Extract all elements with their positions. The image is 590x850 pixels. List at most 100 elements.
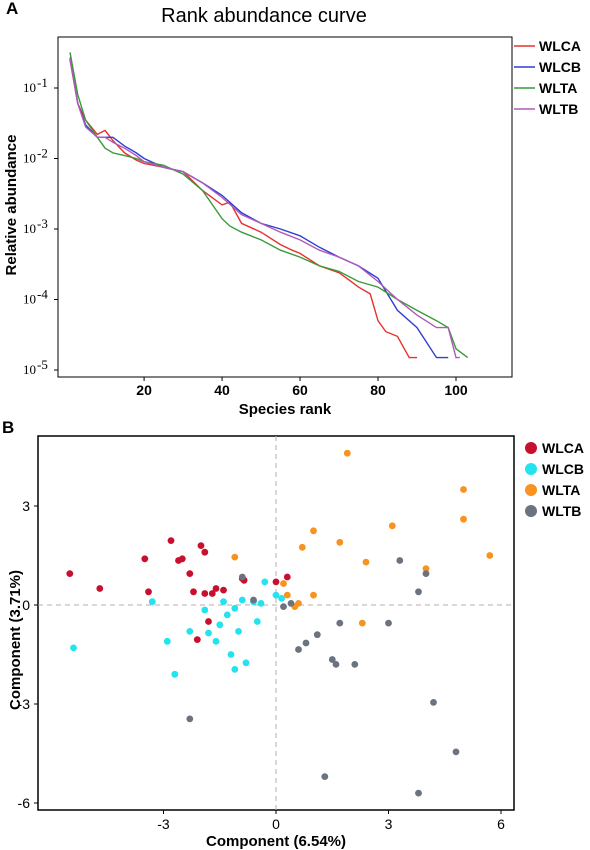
- point-wlcb: [257, 600, 265, 607]
- panel-b: B 3 0 -3 -6 -3 0 3 6 Component (6.54%) Compone…: [2, 418, 584, 850]
- legend-b: WLCA WLCB WLTA WLTB: [525, 440, 584, 519]
- point-wlta: [486, 552, 494, 559]
- legend-a: WLCA WLCB WLTA WLTB: [514, 38, 581, 117]
- y-tick-label: 10: [23, 292, 36, 307]
- x-tick-label: 40: [214, 382, 230, 398]
- point-wlcb: [186, 628, 194, 635]
- legend-label-wlta: WLTA: [542, 482, 580, 498]
- series-line-wlca: [69, 59, 417, 359]
- point-wlta: [336, 538, 344, 546]
- point-wlcb: [235, 628, 242, 635]
- y-tick-label: 10: [23, 221, 36, 236]
- panel-a: A Rank abundance curve 10 -110 -210 -310 -41…: [3, 0, 581, 418]
- point-wlca: [167, 537, 175, 544]
- point-wlta: [362, 558, 370, 566]
- point-wlta: [298, 543, 306, 551]
- point-wlcb: [223, 611, 231, 619]
- x-axis-ticks-b: -3 0 3 6: [157, 810, 505, 832]
- y-tick-exponent: -3: [37, 216, 48, 231]
- legend-marker-wlta: [525, 484, 537, 496]
- point-wltb: [452, 748, 460, 756]
- legend-label-wltb: WLTB: [539, 101, 578, 117]
- legend-marker-wlcb: [525, 463, 537, 475]
- point-wlcb: [70, 644, 77, 652]
- series-line-wlcb: [69, 57, 449, 359]
- legend-label-wlcb: WLCB: [542, 461, 584, 477]
- x-tick-label: 20: [136, 382, 152, 398]
- point-wlta: [460, 515, 467, 523]
- chart-title: Rank abundance curve: [161, 5, 367, 27]
- panel-a-letter: A: [6, 0, 18, 18]
- legend-marker-wlca: [525, 442, 537, 454]
- point-wlca: [212, 585, 220, 592]
- point-wlta: [460, 486, 467, 493]
- point-wlca: [178, 555, 186, 563]
- y-tick-exponent: -1: [37, 75, 48, 90]
- zero-reference-lines: [38, 436, 514, 810]
- point-wltb: [385, 619, 392, 627]
- point-wlcb: [253, 618, 261, 625]
- point-wltb: [280, 603, 287, 610]
- point-wlcb: [242, 659, 250, 667]
- point-wlta: [388, 522, 396, 530]
- point-wlcb: [205, 629, 212, 637]
- point-wltb: [336, 619, 344, 627]
- point-wlta: [358, 619, 366, 627]
- series-line-wlta: [69, 52, 469, 359]
- x-tick-label: 100: [444, 382, 468, 398]
- y-tick-label: 10: [23, 362, 36, 377]
- point-wltb: [313, 631, 321, 639]
- point-wltb: [186, 715, 194, 723]
- y-axis-ticks-a: 10-110-210-310-410-5: [23, 75, 58, 377]
- point-wlca: [272, 578, 280, 586]
- point-wltb: [332, 661, 340, 668]
- point-wltb: [422, 570, 430, 577]
- legend-marker-wltb: [525, 505, 537, 517]
- y-tick-label: -3: [18, 696, 31, 712]
- point-wltb: [351, 661, 359, 668]
- legend-label-wltb: WLTB: [542, 503, 581, 519]
- y-tick-label: 10: [23, 80, 36, 95]
- x-axis-label-b: Component (6.54%): [206, 833, 346, 850]
- point-wlcb: [238, 596, 246, 604]
- point-wlcb: [201, 606, 209, 614]
- x-axis-label-a: Species rank: [239, 401, 332, 418]
- y-axis-label-a: Relative abundance: [3, 135, 20, 276]
- y-axis-label-b: Component (3.71%): [7, 570, 24, 710]
- series-line-wltb: [69, 58, 460, 359]
- point-wlta: [310, 591, 317, 599]
- point-wlcb: [171, 670, 179, 678]
- point-wlcb: [231, 666, 239, 673]
- point-wltb: [250, 596, 257, 604]
- point-wltb: [415, 588, 422, 596]
- y-tick-exponent: -4: [37, 287, 48, 302]
- point-wlta: [310, 527, 317, 535]
- point-wlcb: [216, 621, 224, 629]
- legend-label-wlta: WLTA: [539, 80, 577, 96]
- point-wlca: [145, 588, 152, 596]
- point-wltb: [430, 699, 437, 706]
- point-wlcb: [212, 637, 220, 645]
- legend-label-wlca: WLCA: [539, 38, 581, 54]
- point-wltb: [328, 656, 336, 663]
- point-wlca: [201, 548, 209, 556]
- point-wlca: [283, 573, 291, 581]
- point-wltb: [295, 646, 302, 653]
- y-tick-label: -6: [18, 795, 31, 811]
- x-tick-label: 80: [370, 382, 386, 398]
- y-tick-label: 3: [22, 498, 30, 514]
- point-wlcb: [220, 598, 227, 606]
- point-wlca: [197, 542, 205, 549]
- point-wlca: [190, 588, 197, 596]
- point-wlcb: [261, 578, 269, 586]
- point-wlta: [280, 580, 287, 587]
- point-wlta: [283, 591, 291, 599]
- legend-label-wlcb: WLCB: [539, 59, 581, 75]
- point-wlca: [193, 636, 201, 643]
- point-wlca: [186, 570, 194, 577]
- point-wlta: [295, 600, 302, 607]
- point-wlcb: [163, 637, 171, 645]
- y-tick-label: 10: [23, 151, 36, 166]
- x-tick-label: 60: [292, 382, 308, 398]
